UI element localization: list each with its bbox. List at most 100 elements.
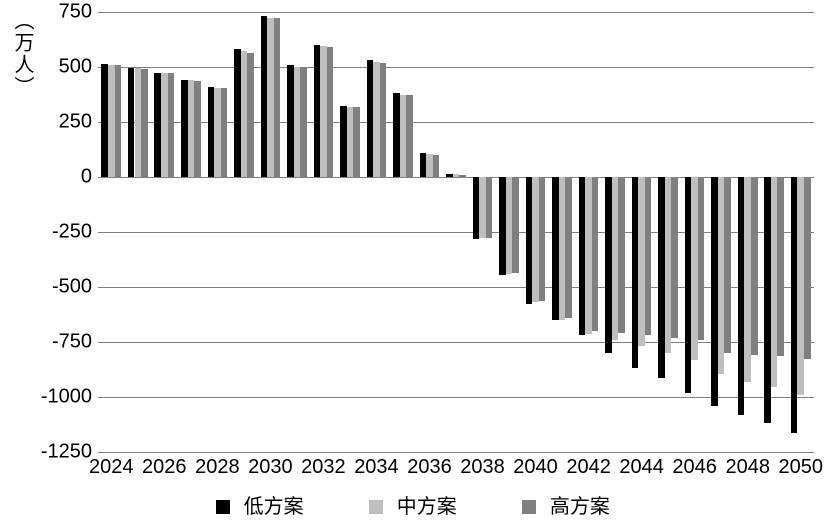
bar xyxy=(459,175,466,177)
x-tick-label: 2050 xyxy=(778,456,823,479)
y-tick-label: 750 xyxy=(4,1,92,24)
bar xyxy=(638,177,645,346)
bar xyxy=(287,65,294,177)
bar xyxy=(685,177,692,393)
bar xyxy=(711,177,718,406)
gridline xyxy=(98,287,814,288)
x-tick-label: 2038 xyxy=(460,456,505,479)
x-tick-label: 2036 xyxy=(407,456,452,479)
x-tick-label: 2028 xyxy=(195,456,240,479)
y-tick-label: -1000 xyxy=(4,386,92,409)
bar xyxy=(128,68,135,177)
bar xyxy=(771,177,778,387)
bar xyxy=(698,177,705,340)
bar xyxy=(393,93,400,177)
bar xyxy=(221,88,228,177)
bar xyxy=(261,16,268,177)
bar xyxy=(585,177,592,334)
bar xyxy=(512,177,519,273)
bar xyxy=(565,177,572,318)
bar xyxy=(592,177,599,331)
bar xyxy=(671,177,678,338)
bar xyxy=(552,177,559,320)
gridline xyxy=(98,232,814,233)
bar xyxy=(645,177,652,335)
gridline xyxy=(98,397,814,398)
gridline xyxy=(98,67,814,68)
bar xyxy=(724,177,731,353)
bar xyxy=(135,68,142,177)
bar xyxy=(539,177,546,301)
bar xyxy=(294,67,301,177)
gridline xyxy=(98,452,814,453)
x-tick-label: 2044 xyxy=(619,456,664,479)
bar xyxy=(658,177,665,378)
y-tick-label: -750 xyxy=(4,331,92,354)
bar xyxy=(300,68,307,177)
x-tick-label: 2024 xyxy=(89,456,134,479)
bar xyxy=(208,87,215,177)
legend-label: 低方案 xyxy=(244,490,304,519)
bar xyxy=(406,95,413,178)
legend-item-high: 高方案 xyxy=(522,490,610,519)
bar xyxy=(161,73,168,178)
bar xyxy=(559,177,566,320)
y-tick-label: 250 xyxy=(4,111,92,134)
legend: 低方案 中方案 高方案 xyxy=(0,490,826,519)
y-tick-label: 0 xyxy=(4,166,92,189)
x-tick-label: 2042 xyxy=(566,456,611,479)
x-tick-label: 2048 xyxy=(725,456,770,479)
legend-swatch-icon xyxy=(522,500,536,514)
bar xyxy=(353,107,360,177)
bar xyxy=(347,107,354,177)
bar xyxy=(479,177,486,238)
bar xyxy=(579,177,586,335)
bar xyxy=(433,155,440,177)
bar xyxy=(234,49,241,177)
bar xyxy=(420,153,427,177)
bar xyxy=(744,177,751,382)
y-tick-label: -1250 xyxy=(4,441,92,464)
legend-swatch-icon xyxy=(216,500,230,514)
gridline xyxy=(98,122,814,123)
legend-item-low: 低方案 xyxy=(216,490,304,519)
bar xyxy=(618,177,625,333)
bar xyxy=(327,47,334,177)
y-tick-label: -250 xyxy=(4,221,92,244)
bar xyxy=(188,80,195,177)
bar xyxy=(247,53,254,177)
bar xyxy=(718,177,725,374)
bar xyxy=(367,60,374,177)
legend-label: 高方案 xyxy=(550,490,610,519)
bar xyxy=(101,64,108,177)
x-tick-label: 2034 xyxy=(354,456,399,479)
gridline xyxy=(98,177,814,178)
legend-swatch-icon xyxy=(369,500,383,514)
bar xyxy=(141,69,148,177)
bar xyxy=(526,177,533,304)
legend-item-mid: 中方案 xyxy=(369,490,457,519)
bar xyxy=(194,81,201,177)
x-tick-label: 2046 xyxy=(672,456,717,479)
bar xyxy=(168,73,175,178)
bar xyxy=(274,18,281,178)
bar xyxy=(612,177,619,340)
y-tick-label: 500 xyxy=(4,56,92,79)
bar xyxy=(777,177,784,356)
bar xyxy=(380,63,387,177)
y-tick-label: -500 xyxy=(4,276,92,299)
x-tick-label: 2026 xyxy=(142,456,187,479)
bar xyxy=(486,177,493,238)
plot-area xyxy=(98,12,814,452)
x-tick-label: 2040 xyxy=(513,456,558,479)
bar xyxy=(267,18,274,178)
bar xyxy=(791,177,798,433)
gridline xyxy=(98,342,814,343)
bar xyxy=(426,154,433,177)
bar xyxy=(804,177,811,359)
x-tick-label: 2030 xyxy=(248,456,293,479)
bar xyxy=(499,177,506,275)
bar xyxy=(115,65,122,177)
x-tick-label: 2032 xyxy=(301,456,346,479)
chart-container: （万人） -1250-1000-750-500-2500250500750 20… xyxy=(0,0,826,522)
